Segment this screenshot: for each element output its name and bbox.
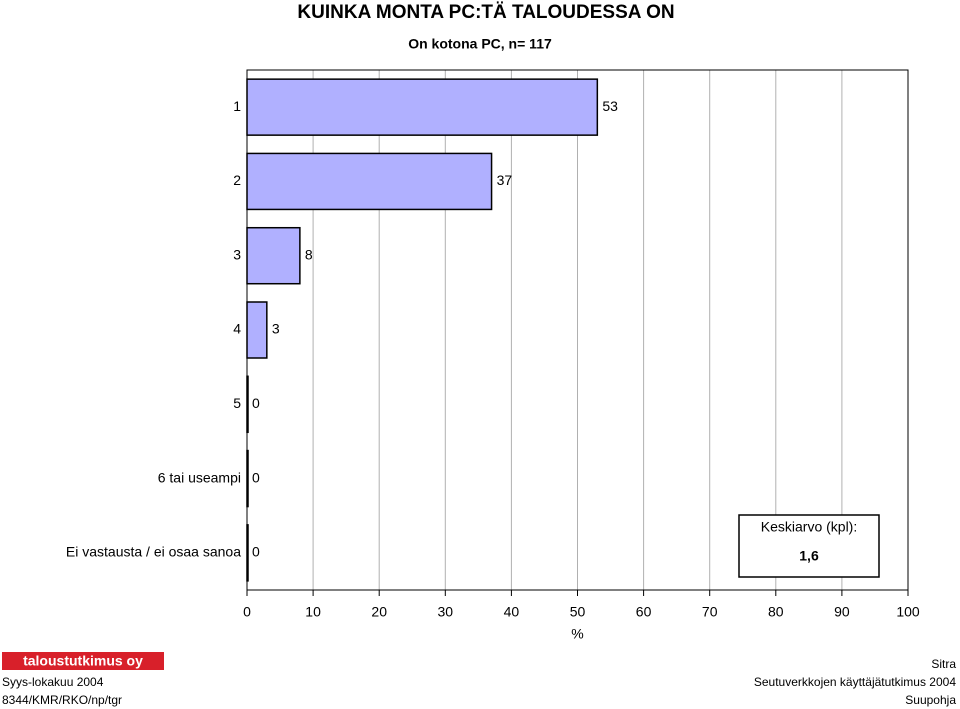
mean-label: Keskiarvo (kpl): — [761, 519, 857, 535]
value-label: 0 — [252, 544, 260, 560]
mean-value: 1,6 — [799, 548, 819, 564]
x-tick-label: 0 — [243, 604, 251, 620]
y-tick-label: 1 — [233, 98, 241, 114]
bar — [246, 226, 301, 285]
x-tick-label: 40 — [504, 604, 520, 620]
logo-banner — [2, 652, 164, 670]
bar — [246, 524, 249, 582]
x-tick-label: 100 — [896, 604, 920, 620]
value-label: 3 — [272, 321, 280, 337]
y-tick-label: 4 — [233, 321, 241, 337]
value-label: 0 — [252, 395, 260, 411]
bar — [246, 152, 493, 211]
value-label: 0 — [252, 469, 260, 485]
x-tick-label: 30 — [438, 604, 454, 620]
x-axis-label: % — [571, 626, 583, 642]
footer-region: Suupohja — [905, 693, 956, 707]
value-label: 37 — [497, 172, 513, 188]
bar — [246, 301, 268, 359]
y-tick-label: 6 tai useampi — [158, 469, 241, 485]
y-tick-label: 2 — [233, 172, 241, 188]
footer-client: Sitra — [931, 657, 956, 671]
bar — [246, 375, 249, 434]
chart-subtitle: On kotona PC, n= 117 — [408, 36, 552, 52]
x-tick-label: 60 — [636, 604, 652, 620]
x-tick-label: 50 — [570, 604, 586, 620]
x-tick-label: 80 — [768, 604, 784, 620]
x-tick-label: 90 — [834, 604, 850, 620]
x-tick-label: 10 — [305, 604, 321, 620]
bar — [246, 449, 249, 508]
bar — [246, 78, 599, 136]
y-tick-label: Ei vastausta / ei osaa sanoa — [66, 544, 241, 560]
y-tick-label: 5 — [233, 395, 241, 411]
chart-title: KUINKA MONTA PC:TÄ TALOUDESSA ON — [297, 2, 674, 23]
footer-date: Syys-lokakuu 2004 — [2, 675, 104, 689]
footer-code: 8344/KMR/RKO/np/tgr — [2, 693, 122, 707]
value-label: 8 — [305, 246, 313, 262]
y-tick-label: 3 — [233, 246, 241, 262]
mean-box — [738, 514, 880, 578]
value-label: 53 — [602, 98, 618, 114]
footer-study: Seutuverkkojen käyttäjätutkimus 2004 — [754, 675, 956, 689]
x-tick-label: 70 — [702, 604, 718, 620]
x-tick-label: 20 — [371, 604, 387, 620]
logo: taloustutkimus oy — [23, 653, 143, 669]
